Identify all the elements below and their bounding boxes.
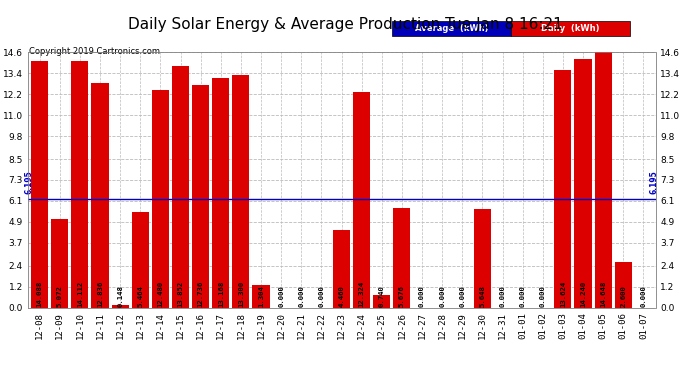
- Text: Copyright 2019 Cartronics.com: Copyright 2019 Cartronics.com: [28, 47, 159, 56]
- FancyBboxPatch shape: [511, 21, 631, 36]
- Text: 12.324: 12.324: [359, 280, 365, 307]
- Text: 0.000: 0.000: [520, 285, 526, 307]
- Text: 0.148: 0.148: [117, 285, 124, 307]
- Text: 6.195: 6.195: [24, 170, 33, 194]
- FancyBboxPatch shape: [392, 21, 511, 36]
- Bar: [393, 209, 411, 308]
- Text: 0.000: 0.000: [439, 285, 445, 307]
- Text: 12.480: 12.480: [157, 280, 164, 307]
- Bar: [353, 92, 371, 308]
- Bar: [554, 69, 571, 308]
- Text: 0.000: 0.000: [419, 285, 425, 307]
- Text: 0.000: 0.000: [298, 285, 304, 307]
- Text: 6.195: 6.195: [650, 170, 659, 194]
- Text: 13.168: 13.168: [218, 280, 224, 307]
- Text: Daily  (kWh): Daily (kWh): [542, 24, 600, 33]
- Text: 14.088: 14.088: [37, 280, 43, 307]
- Text: 0.000: 0.000: [540, 285, 546, 307]
- Text: Daily Solar Energy & Average Production Tue Jan 8 16:21: Daily Solar Energy & Average Production …: [128, 17, 562, 32]
- Bar: [233, 75, 250, 308]
- Text: 12.736: 12.736: [197, 280, 204, 307]
- Text: 5.676: 5.676: [399, 285, 405, 307]
- Text: 0.000: 0.000: [278, 285, 284, 307]
- Text: 13.852: 13.852: [177, 280, 184, 307]
- Text: 14.648: 14.648: [600, 280, 607, 307]
- Text: 1.304: 1.304: [258, 285, 264, 307]
- Bar: [474, 209, 491, 308]
- Bar: [92, 83, 108, 308]
- Bar: [575, 59, 591, 308]
- Bar: [373, 295, 391, 307]
- Bar: [595, 52, 612, 308]
- Bar: [112, 305, 129, 308]
- Text: 14.112: 14.112: [77, 280, 83, 307]
- Text: 12.836: 12.836: [97, 280, 103, 307]
- Bar: [333, 230, 350, 308]
- Text: 2.600: 2.600: [620, 285, 627, 307]
- Text: 14.240: 14.240: [580, 280, 586, 307]
- Bar: [51, 219, 68, 308]
- Bar: [615, 262, 632, 308]
- Text: 5.648: 5.648: [480, 285, 486, 307]
- Bar: [192, 85, 209, 308]
- Bar: [172, 66, 189, 308]
- Text: Average  (kWh): Average (kWh): [415, 24, 489, 33]
- Bar: [71, 61, 88, 308]
- Bar: [253, 285, 270, 308]
- Text: 13.624: 13.624: [560, 280, 566, 307]
- Text: 0.000: 0.000: [500, 285, 506, 307]
- Bar: [132, 212, 149, 308]
- Bar: [152, 90, 169, 308]
- Text: 5.464: 5.464: [137, 285, 144, 307]
- Text: 5.072: 5.072: [57, 285, 63, 307]
- Bar: [31, 62, 48, 308]
- Text: 0.000: 0.000: [460, 285, 465, 307]
- Text: 0.000: 0.000: [318, 285, 324, 307]
- Text: 4.460: 4.460: [339, 285, 344, 307]
- Text: 13.300: 13.300: [238, 280, 244, 307]
- Text: 0.000: 0.000: [640, 285, 647, 307]
- Text: 0.740: 0.740: [379, 285, 385, 307]
- Bar: [213, 78, 229, 308]
